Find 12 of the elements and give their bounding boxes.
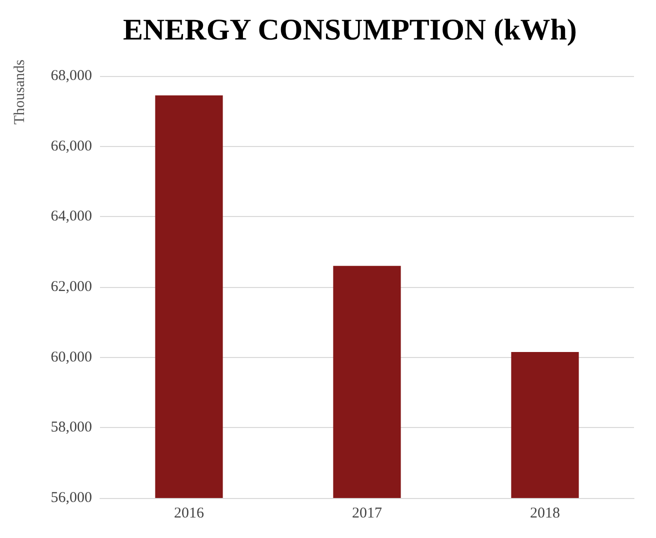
y-axis-title: Thousands [12, 59, 28, 124]
x-tick-label: 2016 [174, 506, 204, 522]
y-tick-label: 62,000 [50, 279, 92, 295]
y-tick-label: 60,000 [50, 349, 92, 366]
x-tick-label: 2018 [530, 506, 560, 522]
y-tick-label: 64,000 [50, 208, 92, 225]
chart-title: ENERGY CONSUMPTION (kWh) [123, 14, 577, 46]
x-tick-label: 2017 [352, 506, 382, 522]
y-tick-label: 66,000 [50, 138, 92, 154]
y-tick-label: 56,000 [50, 490, 92, 506]
y-tick-label: 58,000 [50, 420, 92, 436]
y-tick-label: 68,000 [50, 68, 92, 84]
